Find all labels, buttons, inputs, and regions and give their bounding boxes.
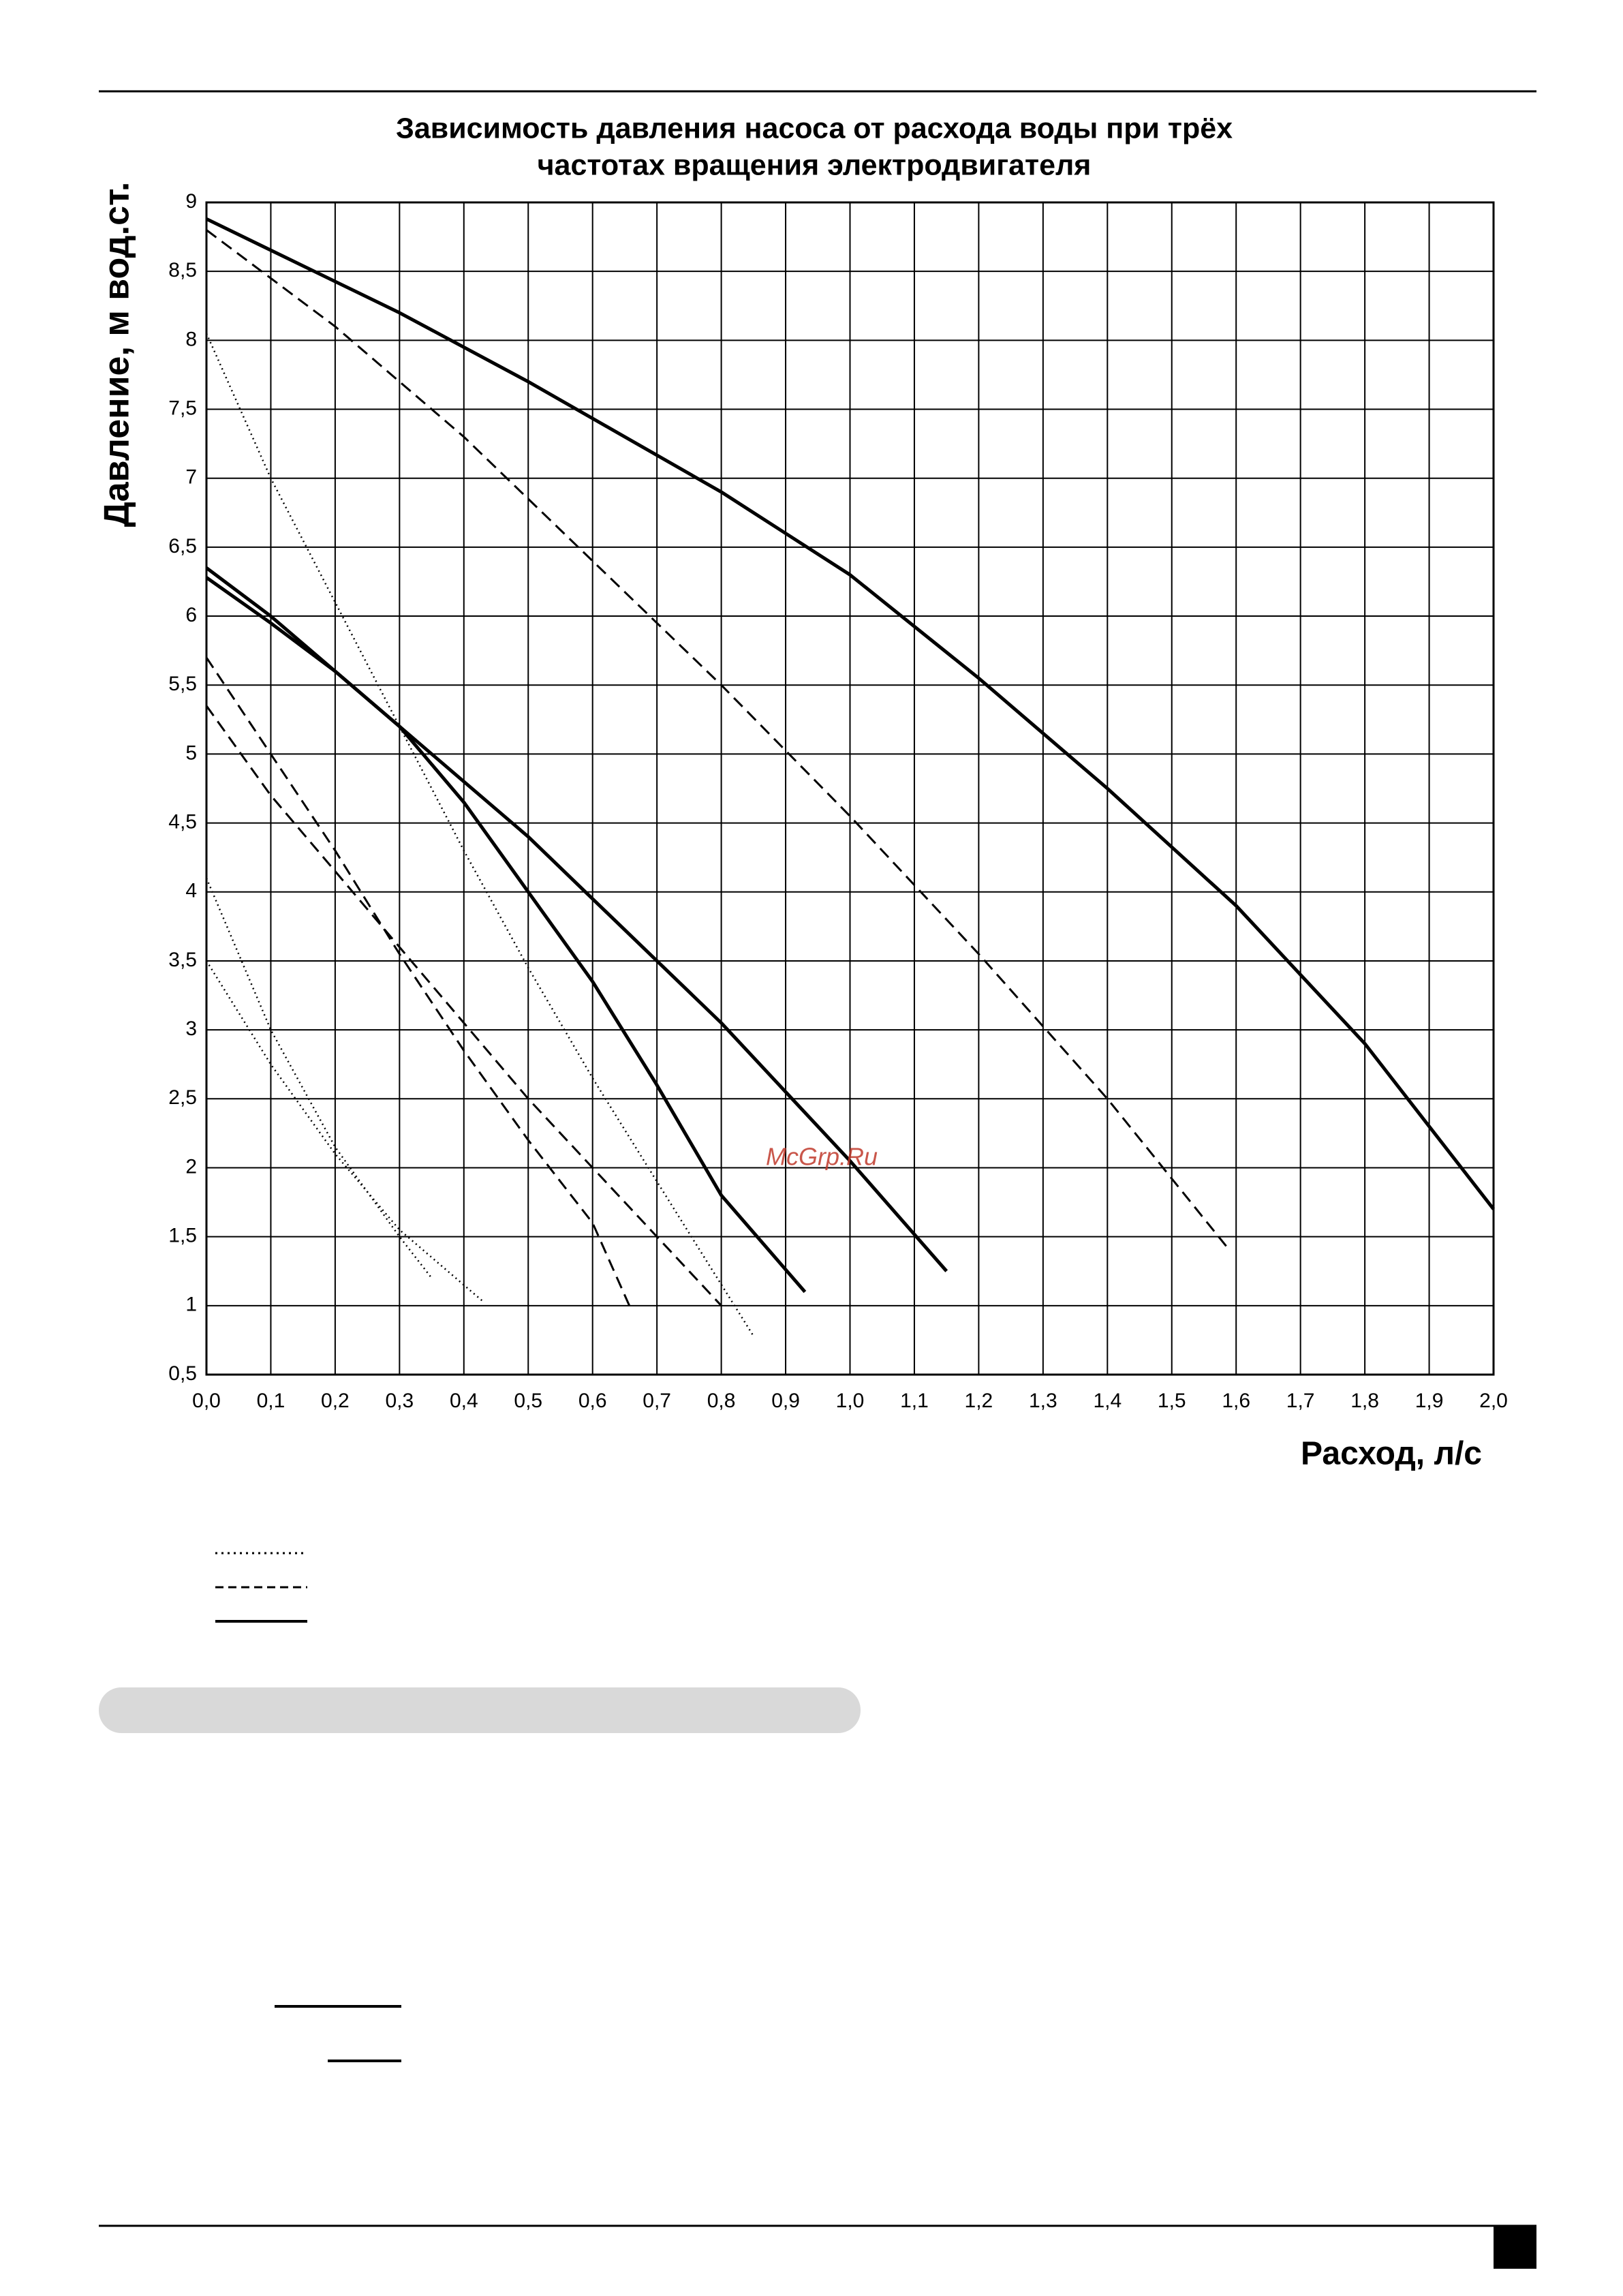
x-tick-label: 1,1 — [900, 1390, 929, 1412]
x-tick-label: 0,2 — [321, 1390, 350, 1412]
curve — [205, 566, 948, 1272]
x-tick-label: 1,7 — [1286, 1390, 1315, 1412]
x-tick-label: 1,3 — [1029, 1390, 1057, 1412]
y-tick-label: 3,5 — [168, 949, 197, 971]
x-tick-label: 0,6 — [578, 1390, 607, 1412]
y-tick-label: 5,5 — [168, 673, 197, 695]
y-tick-label: 1,5 — [168, 1225, 197, 1247]
y-tick-label: 7,5 — [168, 397, 197, 419]
y-tick-label: 9 — [185, 190, 197, 213]
x-tick-label: 1,8 — [1350, 1390, 1379, 1412]
y-tick-label: 2,5 — [168, 1086, 197, 1109]
x-tick-label: 0,9 — [771, 1390, 800, 1412]
x-tick-label: 1,6 — [1222, 1390, 1250, 1412]
x-tick-label: 0,5 — [514, 1390, 542, 1412]
y-tick-label: 4,5 — [168, 811, 197, 833]
x-tick-label: 2,0 — [1479, 1390, 1508, 1412]
x-tick-label: 0,1 — [257, 1390, 285, 1412]
chart-subtitle: частотах вращения электродвигателя — [538, 149, 1092, 181]
curve — [205, 333, 754, 1336]
x-tick-label: 1,4 — [1093, 1390, 1122, 1412]
x-tick-label: 1,9 — [1415, 1390, 1444, 1412]
x-tick-label: 0,8 — [707, 1390, 736, 1412]
y-tick-label: 8,5 — [168, 259, 197, 281]
curve — [205, 705, 722, 1306]
y-tick-label: 1 — [185, 1294, 197, 1316]
watermark: McGrp.Ru — [766, 1143, 878, 1171]
y-tick-label: 2 — [185, 1155, 197, 1178]
x-tick-label: 1,5 — [1158, 1390, 1186, 1412]
x-tick-label: 1,2 — [965, 1390, 993, 1412]
x-tick-label: 0,4 — [450, 1390, 478, 1412]
y-tick-label: 7 — [185, 466, 197, 489]
y-tick-label: 6 — [185, 604, 197, 626]
y-tick-label: 4 — [185, 880, 197, 902]
curve — [205, 217, 1495, 1210]
curve — [205, 576, 807, 1294]
y-tick-label: 0,5 — [168, 1362, 197, 1385]
plot-frame — [205, 201, 1495, 1376]
plot-area: 0,5 1 1,5 2 2,5 3 3,5 4 4,5 5 5,5 6 6,5 7 7,5 8 8,5 9 0,0 0… — [168, 190, 1508, 1412]
y-tick-label: 3 — [185, 1017, 197, 1040]
x-tick-label: 0,3 — [385, 1390, 414, 1412]
x-axis-title: Расход, л/с — [1301, 1436, 1482, 1472]
y-tick-label: 5 — [185, 741, 197, 764]
x-tick-label: 1,0 — [836, 1390, 865, 1412]
x-tick-label: 0,7 — [643, 1390, 671, 1412]
y-axis-title: Давление, м вод.ст. — [97, 182, 137, 527]
y-tick-label: 8 — [185, 328, 197, 350]
curve — [205, 960, 484, 1302]
curve — [206, 229, 1231, 1251]
page-marker — [1494, 2226, 1536, 2269]
x-tick-label: 0,0 — [192, 1390, 221, 1412]
section-bar — [99, 1687, 861, 1733]
y-tick-label: 6,5 — [168, 535, 197, 557]
chart-title: Зависимость давления насоса от расхода в… — [396, 112, 1233, 144]
curve — [205, 656, 632, 1311]
curve — [205, 878, 433, 1279]
